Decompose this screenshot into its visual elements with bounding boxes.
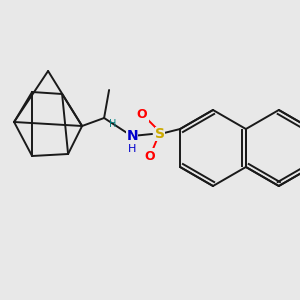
Text: S: S [155, 127, 165, 141]
Text: O: O [145, 149, 155, 163]
Text: O: O [137, 107, 147, 121]
Text: H: H [110, 119, 117, 129]
Text: N: N [126, 129, 138, 143]
Text: H: H [128, 144, 136, 154]
